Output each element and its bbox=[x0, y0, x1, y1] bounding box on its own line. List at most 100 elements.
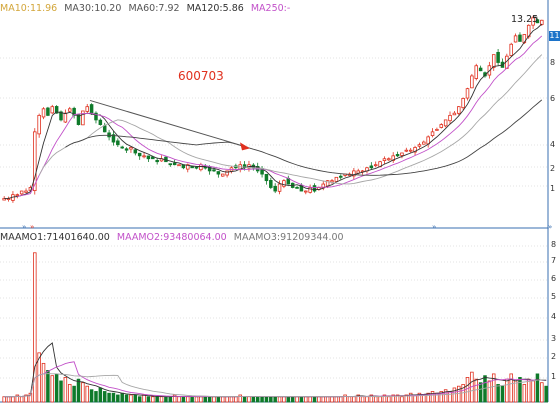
volume-bar-up bbox=[12, 397, 15, 402]
volume-bar-up bbox=[527, 379, 530, 402]
candle-down bbox=[519, 35, 522, 41]
volume-tick: 3 bbox=[551, 334, 556, 343]
legend-amo1: MAAMO1:71401640.00 bbox=[0, 232, 110, 243]
candle-down bbox=[265, 174, 268, 180]
volume-bar-up bbox=[331, 397, 334, 402]
candle-down bbox=[296, 187, 299, 188]
high-price-label: 13.25 bbox=[511, 14, 538, 25]
volume-bar-down bbox=[182, 397, 185, 402]
candle-up bbox=[64, 113, 67, 122]
volume-bar-up bbox=[230, 397, 233, 402]
volume-bar-down bbox=[99, 388, 102, 402]
candle-up bbox=[20, 191, 23, 194]
candle-down bbox=[339, 176, 342, 177]
volume-bar-down bbox=[291, 397, 294, 402]
volume-bar-down bbox=[169, 397, 172, 402]
candle-up bbox=[25, 191, 28, 192]
volume-bar-up bbox=[278, 397, 281, 402]
legend-ma120: MA120:5.86 bbox=[187, 3, 244, 14]
volume-bar-down bbox=[147, 397, 150, 402]
volume-bar-up bbox=[540, 383, 543, 402]
volume-bar-down bbox=[497, 384, 500, 402]
candle-up bbox=[449, 115, 452, 120]
volume-bar-down bbox=[287, 397, 290, 402]
candle-up bbox=[436, 129, 439, 130]
candle-up bbox=[453, 113, 456, 115]
candle-up bbox=[51, 107, 54, 113]
candle-up bbox=[401, 153, 404, 155]
volume-bar-up bbox=[195, 397, 198, 402]
volume-bar-up bbox=[64, 377, 67, 402]
candle-down bbox=[370, 166, 373, 168]
volume-bar-down bbox=[265, 397, 268, 402]
volume-bar-down bbox=[138, 397, 141, 402]
volume-bar-up bbox=[374, 397, 377, 402]
candle-up bbox=[409, 150, 412, 151]
volume-bar-down bbox=[300, 397, 303, 402]
volume-bar-down bbox=[77, 379, 80, 402]
volume-bar-up bbox=[42, 363, 45, 402]
volume-bar-down bbox=[519, 377, 522, 402]
legend-ma30: MA30:10.20 bbox=[64, 3, 121, 14]
candle-up bbox=[335, 177, 338, 181]
volume-bar-up bbox=[7, 397, 10, 402]
candle-up bbox=[475, 66, 478, 79]
legend-ma10: MA10:11.96 bbox=[0, 3, 57, 14]
candle-up bbox=[383, 159, 386, 161]
volume-bar-up bbox=[326, 397, 329, 402]
candle-down bbox=[497, 52, 500, 62]
candle-up bbox=[309, 188, 312, 193]
candle-up bbox=[200, 165, 203, 170]
candle-up bbox=[440, 125, 443, 128]
candle-up bbox=[540, 20, 543, 24]
candle-up bbox=[457, 107, 460, 114]
volume-tick: 8 bbox=[551, 240, 556, 249]
volume-bar-down bbox=[156, 397, 159, 402]
candle-up bbox=[221, 174, 224, 176]
volume-bar-up bbox=[304, 397, 307, 402]
volume-bar-up bbox=[348, 397, 351, 402]
volume-bar-up bbox=[514, 381, 517, 402]
volume-bar-up bbox=[532, 381, 535, 402]
volume-bar-up bbox=[200, 397, 203, 402]
volume-bar-up bbox=[86, 386, 89, 402]
candle-up bbox=[178, 165, 181, 166]
candle-down bbox=[156, 160, 159, 161]
volume-bar-up bbox=[296, 397, 299, 402]
volume-bar-up bbox=[339, 397, 342, 402]
volume-bar-down bbox=[165, 397, 168, 402]
volume-bar-up bbox=[186, 397, 189, 402]
volume-bar-up bbox=[466, 377, 469, 402]
volume-bar-up bbox=[130, 395, 133, 402]
candle-up bbox=[68, 109, 71, 111]
legend-amo3: MAAMO3:91209344.00 bbox=[234, 232, 344, 243]
candle-up bbox=[514, 36, 517, 42]
candle-down bbox=[147, 156, 150, 159]
ma60-line bbox=[39, 55, 542, 184]
date-marker: » bbox=[432, 223, 436, 231]
volume-bar-down bbox=[125, 395, 128, 402]
volume-tick: 4 bbox=[551, 312, 556, 321]
candle-up bbox=[283, 181, 286, 187]
volume-bar-up bbox=[505, 379, 508, 402]
volume-bar-down bbox=[47, 370, 50, 402]
volume-bar-up bbox=[361, 397, 364, 402]
volume-bar-down bbox=[545, 386, 548, 402]
volume-bar-up bbox=[160, 397, 163, 402]
candle-up bbox=[16, 195, 19, 196]
price-tick: 8 bbox=[550, 58, 555, 67]
candle-down bbox=[116, 141, 119, 145]
candle-down bbox=[195, 167, 198, 168]
volume-bar-down bbox=[208, 397, 211, 402]
volume-tick: 7 bbox=[551, 256, 556, 265]
volume-bar-up bbox=[51, 376, 54, 402]
date-marker: » bbox=[30, 223, 34, 231]
volume-bar-down bbox=[274, 397, 277, 402]
candle-up bbox=[304, 191, 307, 192]
last-price-badge: 11 bbox=[549, 31, 560, 41]
volume-bar-down bbox=[121, 393, 124, 402]
volume-bar-down bbox=[73, 386, 76, 402]
volume-bar-up bbox=[409, 393, 412, 402]
